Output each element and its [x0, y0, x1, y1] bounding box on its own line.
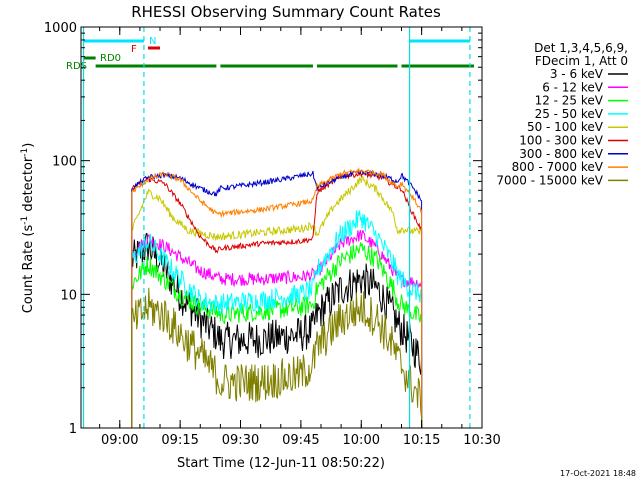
legend-label: 25 - 50 keV [535, 107, 604, 121]
y-label-sup-2: -1 [20, 148, 30, 157]
y-tick-label: 100 [52, 155, 77, 170]
legend-header-2: FDecim 1, Att 0 [535, 54, 628, 68]
x-tick-label: 09:45 [282, 433, 319, 448]
series-line-5 [131, 170, 423, 428]
night-lines [82, 27, 471, 428]
series-line-1 [131, 229, 423, 428]
y-tick-label: 1 [69, 422, 77, 437]
status-flags: N F RD0 RDS [66, 36, 474, 72]
series-line-3 [131, 210, 423, 428]
x-tick-label: 09:00 [101, 433, 138, 448]
legend-label: 12 - 25 keV [535, 94, 604, 108]
y-label-mid: detector [21, 156, 36, 216]
legend-label: 6 - 12 keV [542, 80, 604, 94]
legend: Det 1,3,4,5,6,9, FDecim 1, Att 0 3 - 6 k… [496, 41, 628, 187]
legend-label: 3 - 6 keV [550, 67, 604, 81]
rds-flag-label: RDS [66, 61, 87, 72]
series-layer [131, 167, 423, 428]
flare-flag-label: F [131, 44, 137, 55]
series-line-0 [131, 232, 423, 428]
x-tick-label: 09:30 [222, 433, 259, 448]
legend-label: 50 - 100 keV [527, 120, 604, 134]
legend-header-1: Det 1,3,4,5,6,9, [534, 41, 628, 55]
y-axis-ticks: 1 10 100 1000 [44, 21, 482, 437]
y-label-sup-1: -1 [20, 216, 30, 225]
y-tick-label: 10 [60, 288, 77, 303]
x-tick-label: 09:15 [161, 433, 198, 448]
x-tick-label: 10:00 [343, 433, 380, 448]
x-tick-label: 10:30 [463, 433, 500, 448]
plot-frame [80, 26, 483, 429]
legend-label: 100 - 300 keV [519, 134, 603, 148]
legend-label: 300 - 800 keV [519, 147, 603, 161]
legend-label: 7000 - 15000 keV [496, 173, 603, 187]
footer-date: 17-Oct-2021 18:48 [560, 469, 636, 478]
y-label-end: ) [21, 143, 36, 148]
x-tick-label: 10:15 [403, 433, 440, 448]
night-flag-label: N [149, 36, 156, 47]
series-line-6 [131, 169, 423, 428]
series-line-4 [131, 175, 423, 428]
legend-label: 800 - 7000 keV [512, 160, 604, 174]
series-line-2 [131, 242, 423, 428]
y-label-main: Count Rate (s [21, 225, 36, 314]
rd0-flag-label: RD0 [100, 53, 121, 64]
y-tick-label: 1000 [44, 21, 77, 36]
x-axis-label: Start Time (12-Jun-11 08:50:22) [177, 456, 385, 471]
x-axis-ticks: 09:00 09:15 09:30 09:45 10:00 10:15 10:30 [99, 27, 501, 448]
y-axis-label: Count Rate (s-1 detector-1) [20, 143, 36, 314]
chart-title: RHESSI Observing Summary Count Rates [131, 3, 441, 21]
series-line-7 [131, 167, 423, 428]
series-line-8 [131, 287, 423, 428]
